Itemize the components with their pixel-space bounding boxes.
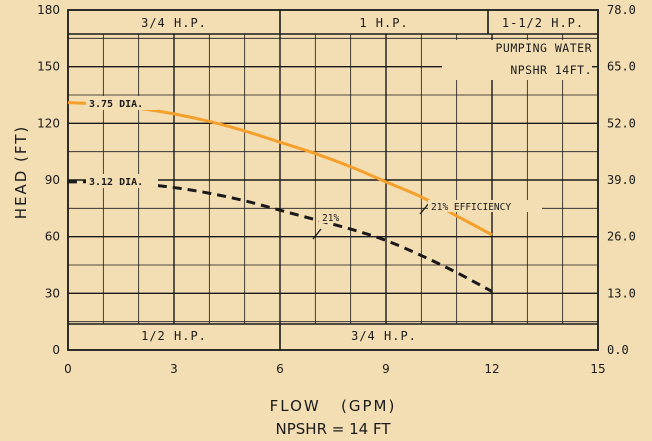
y2-tick-label: 0.0: [607, 343, 629, 357]
note-box: [442, 40, 592, 80]
bottom-band: 1/2 H.P. 3/4 H.P.: [68, 323, 598, 350]
y-tick-label: 90: [45, 173, 60, 187]
curve-label-3-75-dia: 3.75 DIA.: [89, 99, 143, 110]
y-tick-label: 30: [45, 286, 60, 300]
series-3-12-dia-line: [67, 180, 493, 293]
x-tick-label: 12: [484, 362, 499, 376]
x-tick-label: 9: [382, 362, 390, 376]
x-axis-ticks: 0 3 6 9 12 15: [64, 362, 605, 376]
y2-tick-label: 39.0: [607, 173, 636, 187]
y-tick-label: 0: [52, 343, 60, 357]
y-axis-ticks: 0 30 60 90 120 150 180: [37, 3, 60, 357]
y2-tick-label: 13.0: [607, 286, 636, 300]
efficiency-tick-312: [312, 228, 322, 240]
y-tick-label: 60: [45, 230, 60, 244]
top-band-label-3-4hp: 3/4 H.P.: [141, 16, 207, 30]
label-bg-375: [86, 96, 158, 110]
x-tick-label: 15: [590, 362, 605, 376]
x-tick-label: 0: [64, 362, 72, 376]
curve-label-3-12-dia: 3.12 DIA.: [89, 177, 143, 188]
x-tick-label: 3: [170, 362, 178, 376]
plot-frame: [67, 9, 599, 351]
y2-tick-label: 65.0: [607, 60, 636, 74]
bottom-band-bg: [68, 324, 598, 350]
y-tick-label: 180: [37, 3, 60, 17]
note-line-1: PUMPING WATER: [495, 41, 592, 55]
efficiency-label-bg-312: [319, 211, 349, 223]
x-axis-title: FLOW (GPM): [270, 397, 397, 415]
bottom-band-label-3-4hp: 3/4 H.P.: [351, 329, 417, 343]
top-band-label-1hp: 1 H.P.: [359, 16, 408, 30]
note-line-2: NPSHR 14FT.: [510, 63, 592, 77]
y2-tick-label: 78.0: [607, 3, 636, 17]
efficiency-label-bg: [428, 200, 542, 212]
y-tick-label: 120: [37, 116, 60, 130]
top-band-label-1-1-2hp: 1-1/2 H.P.: [502, 16, 584, 30]
label-bg-312: [86, 174, 158, 188]
x-tick-label: 6: [276, 362, 284, 376]
bottom-band-label-1-2hp: 1/2 H.P.: [141, 329, 207, 343]
y2-tick-label: 26.0: [607, 230, 636, 244]
efficiency-label-375: 21% EFFICIENCY: [431, 202, 511, 213]
top-band: 3/4 H.P. 1 H.P. 1-1/2 H.P.: [68, 10, 598, 35]
y2-tick-label: 52.0: [607, 116, 636, 130]
efficiency-label-312: 21%: [322, 213, 339, 224]
y-tick-label: 150: [37, 60, 60, 74]
y-axis-title: HEAD (FT): [12, 125, 30, 220]
secondary-y-axis-ticks: 0.0 13.0 26.0 39.0 52.0 65.0 78.0: [607, 3, 636, 357]
top-band-bg: [68, 10, 598, 34]
chart-subtitle: NPSHR = 14 FT: [276, 420, 392, 438]
